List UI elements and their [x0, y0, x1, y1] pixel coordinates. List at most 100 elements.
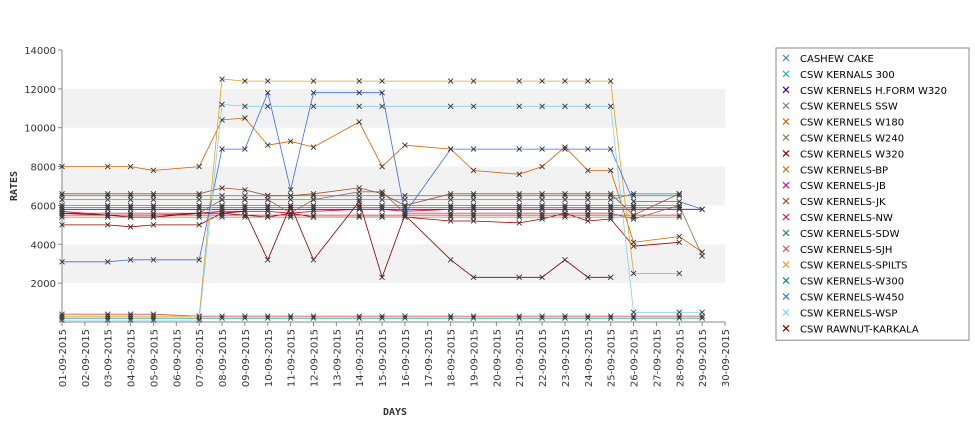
- legend-label: CSW KERNELS SSW: [800, 102, 898, 113]
- data-point: [402, 192, 408, 199]
- data-point: [516, 315, 523, 321]
- data-point: [150, 222, 157, 228]
- data-point: [150, 167, 157, 174]
- data-point: [356, 78, 363, 84]
- legend-label: CSW KERNELS-W450: [800, 293, 904, 304]
- data-point: [242, 115, 248, 121]
- y-tick-label: 14000: [24, 46, 56, 57]
- y-tick-label: 2000: [31, 279, 56, 290]
- data-point: [127, 214, 134, 220]
- data-point: [310, 78, 317, 84]
- legend-marker: [782, 261, 790, 269]
- x-tick-label: 22-09-2015: [538, 329, 549, 387]
- y-axis: 2000 4000 6000 8000 10000 12000 14000: [24, 46, 63, 322]
- data-point: [470, 103, 477, 110]
- legend-marker: [782, 293, 790, 300]
- data-point: [219, 146, 225, 152]
- x-tick-label: 10-09-2015: [264, 329, 275, 387]
- data-point: [447, 212, 454, 218]
- legend-marker: [782, 118, 790, 126]
- legend-label: CSW RAWNUT-KARKALA: [800, 324, 919, 335]
- data-point: [150, 204, 157, 211]
- x-tick-label: 01-09-2015: [58, 329, 69, 387]
- data-point: [585, 315, 591, 321]
- data-point: [402, 212, 408, 218]
- data-point: [470, 212, 477, 218]
- data-point: [104, 317, 111, 323]
- data-point: [127, 163, 134, 170]
- data-point: [150, 317, 157, 323]
- legend-marker: [782, 149, 790, 157]
- plot-background: [62, 50, 725, 322]
- data-point: [539, 103, 545, 110]
- y-tick-label: 8000: [31, 163, 56, 174]
- data-point: [310, 89, 317, 96]
- legend-marker: [782, 134, 790, 141]
- y-tick-label: 10000: [24, 124, 56, 135]
- data-point: [676, 204, 683, 211]
- data-point: [562, 315, 568, 321]
- data-point: [447, 103, 454, 110]
- series-line: [61, 208, 680, 216]
- data-point: [470, 167, 477, 174]
- data-point: [264, 142, 271, 149]
- data-point: [516, 103, 523, 110]
- x-tick-label: 16-09-2015: [401, 329, 412, 387]
- data-point: [196, 222, 202, 228]
- data-point: [676, 270, 683, 277]
- data-point: [356, 198, 363, 205]
- data-point: [607, 78, 614, 84]
- data-point: [356, 89, 363, 96]
- data-point: [470, 274, 477, 281]
- data-point: [607, 274, 614, 281]
- data-point: [676, 315, 683, 321]
- x-tick-label: 08-09-2015: [218, 329, 229, 387]
- legend-marker: [782, 86, 790, 94]
- data-point: [196, 317, 202, 323]
- data-point: [607, 190, 614, 197]
- data-point: [264, 89, 271, 96]
- legend-marker: [782, 70, 790, 78]
- x-tick-label: 03-09-2015: [104, 329, 115, 387]
- legend-label: CSW KERNELS-BP: [800, 165, 888, 176]
- legend-label: CSW KERNELS-JK: [800, 197, 886, 208]
- data-point: [585, 204, 591, 211]
- data-point: [630, 212, 637, 218]
- x-tick-label: 07-09-2015: [195, 329, 206, 387]
- legend-label: CSW KERNELS-SDW: [800, 229, 900, 240]
- data-point: [287, 315, 294, 321]
- data-point: [562, 103, 568, 110]
- data-point: [676, 309, 683, 316]
- x-tick-label: 25-09-2015: [607, 329, 618, 387]
- data-point: [310, 204, 317, 211]
- x-tick-label: 29-09-2015: [698, 329, 709, 387]
- data-point: [630, 204, 637, 211]
- data-point: [196, 204, 202, 211]
- data-point: [150, 190, 157, 197]
- data-point: [264, 78, 271, 84]
- data-point: [676, 212, 683, 218]
- data-point: [539, 163, 545, 170]
- data-point: [219, 315, 225, 321]
- legend-label: CASHEW CAKE: [800, 54, 874, 65]
- data-point: [310, 257, 317, 263]
- data-point: [607, 103, 614, 110]
- legend-label: CSW KERNELS W320: [800, 149, 904, 160]
- data-point: [104, 163, 111, 170]
- data-point: [264, 103, 271, 110]
- data-point: [219, 101, 225, 108]
- grid-band: [62, 244, 725, 284]
- x-tick-label: 04-09-2015: [127, 329, 138, 387]
- y-tick-label: 6000: [31, 201, 56, 212]
- data-point: [127, 190, 134, 197]
- data-point: [607, 146, 614, 152]
- data-point: [402, 210, 408, 217]
- data-point: [310, 190, 317, 197]
- data-point: [264, 257, 271, 263]
- series-17: [59, 198, 614, 281]
- x-tick-label: 21-09-2015: [515, 329, 526, 387]
- data-point: [356, 185, 363, 191]
- data-point: [219, 204, 225, 211]
- data-point: [219, 210, 225, 217]
- data-point: [59, 204, 65, 211]
